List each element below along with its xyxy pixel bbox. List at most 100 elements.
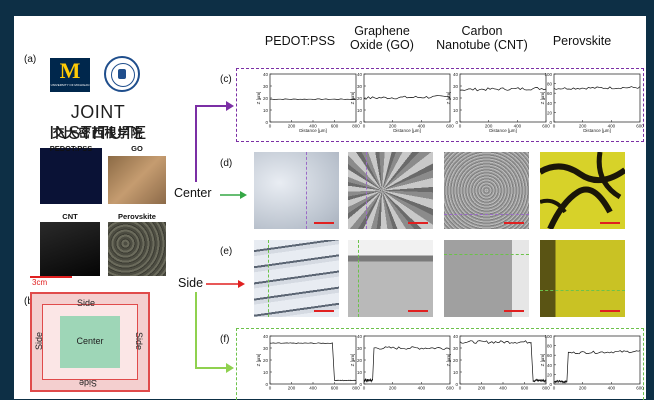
sample-cnt [40, 222, 100, 276]
column-header-cnt: Carbon Nanotube (CNT) [436, 24, 528, 52]
y-tick-label: 20 [357, 358, 363, 363]
micrograph-pedot-side [254, 240, 339, 317]
profile-line [363, 95, 451, 100]
plot-frame [553, 73, 641, 123]
y-tick-label: 20 [453, 358, 459, 363]
x-tick-label: 400 [309, 124, 317, 129]
y-tick-label: 0 [359, 120, 362, 125]
michigan-logo: M UNIVERSITY OF MICHIGAN [50, 58, 90, 92]
x-tick-label: 600 [636, 124, 644, 129]
micrograph-perovskite-center [540, 152, 625, 229]
x-tick-label: 0 [553, 386, 556, 391]
sample-pedot [40, 148, 102, 204]
row-label-center: Center [174, 186, 212, 200]
x-tick-label: 0 [363, 124, 366, 129]
x-tick-label: 0 [269, 124, 272, 129]
y-tick-label: 40 [263, 72, 269, 77]
y-tick-label: 30 [263, 84, 269, 89]
schematic-center-label: Center [76, 336, 104, 346]
y-axis-label: Z [µm] [256, 92, 261, 105]
micrograph-go-center [348, 152, 433, 229]
panel-label-e: (e) [220, 246, 233, 257]
frame-center-profiles [236, 68, 644, 142]
y-tick-label: 0 [549, 382, 552, 387]
x-tick-label: 600 [331, 386, 339, 391]
schematic-outer: Center Side Side Side Side [30, 292, 150, 392]
y-tick-label: 10 [453, 108, 459, 113]
x-tick-label: 200 [478, 386, 486, 391]
x-tick-label: 600 [331, 124, 339, 129]
x-axis-label: Distance [µm] [299, 128, 327, 133]
profile-line [459, 87, 547, 92]
y-tick-label: 30 [357, 346, 363, 351]
lightgreen-arrowhead-icon [226, 363, 234, 373]
y-tick-label: 0 [455, 382, 458, 387]
y-tick-label: 30 [357, 84, 363, 89]
y-tick-label: 20 [547, 110, 553, 115]
column-header-perovskite: Perovskite [552, 34, 612, 48]
y-axis-label: Z [µm] [540, 92, 545, 105]
x-tick-label: 200 [288, 386, 296, 391]
micrograph-pedot-center [254, 152, 339, 229]
plot-frame [553, 335, 641, 385]
x-axis-label: Distance [µm] [583, 128, 611, 133]
plot-frame [459, 73, 547, 123]
x-tick-label: 600 [446, 124, 454, 129]
panel-label-c: (c) [220, 74, 232, 85]
y-tick-label: 40 [453, 334, 459, 339]
micrograph-perovskite-side [540, 240, 625, 317]
x-tick-label: 400 [608, 386, 616, 391]
x-tick-label: 200 [389, 124, 397, 129]
y-tick-label: 60 [547, 353, 553, 358]
x-tick-label: 200 [579, 386, 587, 391]
schematic-side-top: Side [77, 298, 96, 308]
x-tick-label: 400 [499, 386, 507, 391]
perovskite-grain-pattern [540, 152, 625, 229]
lightgreen-arrow-icon [195, 292, 226, 369]
y-axis-label: Z [µm] [350, 92, 355, 105]
x-tick-label: 400 [418, 386, 426, 391]
y-tick-label: 30 [453, 84, 459, 89]
x-axis-label: Distance [µm] [393, 128, 421, 133]
joint-institute-chinese: 交大密西根学院 [52, 126, 144, 140]
micrograph-cnt-center [444, 152, 529, 229]
column-header-go: Graphene Oxide (GO) [350, 24, 414, 52]
x-tick-label: 200 [288, 124, 296, 129]
x-tick-label: 200 [485, 124, 493, 129]
y-tick-label: 0 [359, 382, 362, 387]
red-arrowhead-side-icon [238, 280, 245, 288]
y-tick-label: 10 [357, 370, 363, 375]
x-axis-label: Distance [µm] [489, 128, 517, 133]
y-tick-label: 40 [453, 72, 459, 77]
y-axis-label: Z [µm] [446, 354, 451, 367]
y-tick-label: 40 [547, 101, 553, 106]
figure: (a) M UNIVERSITY OF MICHIGAN JOINT INSTI… [14, 16, 646, 400]
y-tick-label: 20 [263, 358, 269, 363]
profile-line [459, 340, 547, 383]
y-axis-label: Z [µm] [446, 92, 451, 105]
x-tick-label: 600 [542, 124, 550, 129]
y-tick-label: 0 [265, 382, 268, 387]
scale-bar [30, 276, 72, 278]
row-label-side: Side [178, 276, 204, 290]
y-tick-label: 30 [453, 346, 459, 351]
x-tick-label: 0 [459, 124, 462, 129]
y-tick-label: 0 [455, 120, 458, 125]
profile-line [553, 86, 641, 90]
sjtu-seal-icon [104, 56, 140, 92]
x-tick-label: 800 [542, 386, 550, 391]
arrows-layer [195, 101, 247, 373]
panel-label-d: (d) [220, 158, 233, 169]
michigan-m: M [59, 58, 81, 83]
y-tick-label: 10 [263, 370, 269, 375]
y-axis-label: Z [µm] [256, 354, 261, 367]
plot-frame [269, 73, 357, 123]
y-axis-label: Z [µm] [540, 354, 545, 367]
y-tick-label: 20 [263, 96, 269, 101]
y-tick-label: 20 [357, 96, 363, 101]
y-tick-label: 100 [544, 334, 552, 339]
x-tick-label: 200 [389, 386, 397, 391]
x-tick-label: 800 [352, 386, 360, 391]
panel-label-f: (f) [220, 334, 230, 345]
y-tick-label: 40 [357, 334, 363, 339]
